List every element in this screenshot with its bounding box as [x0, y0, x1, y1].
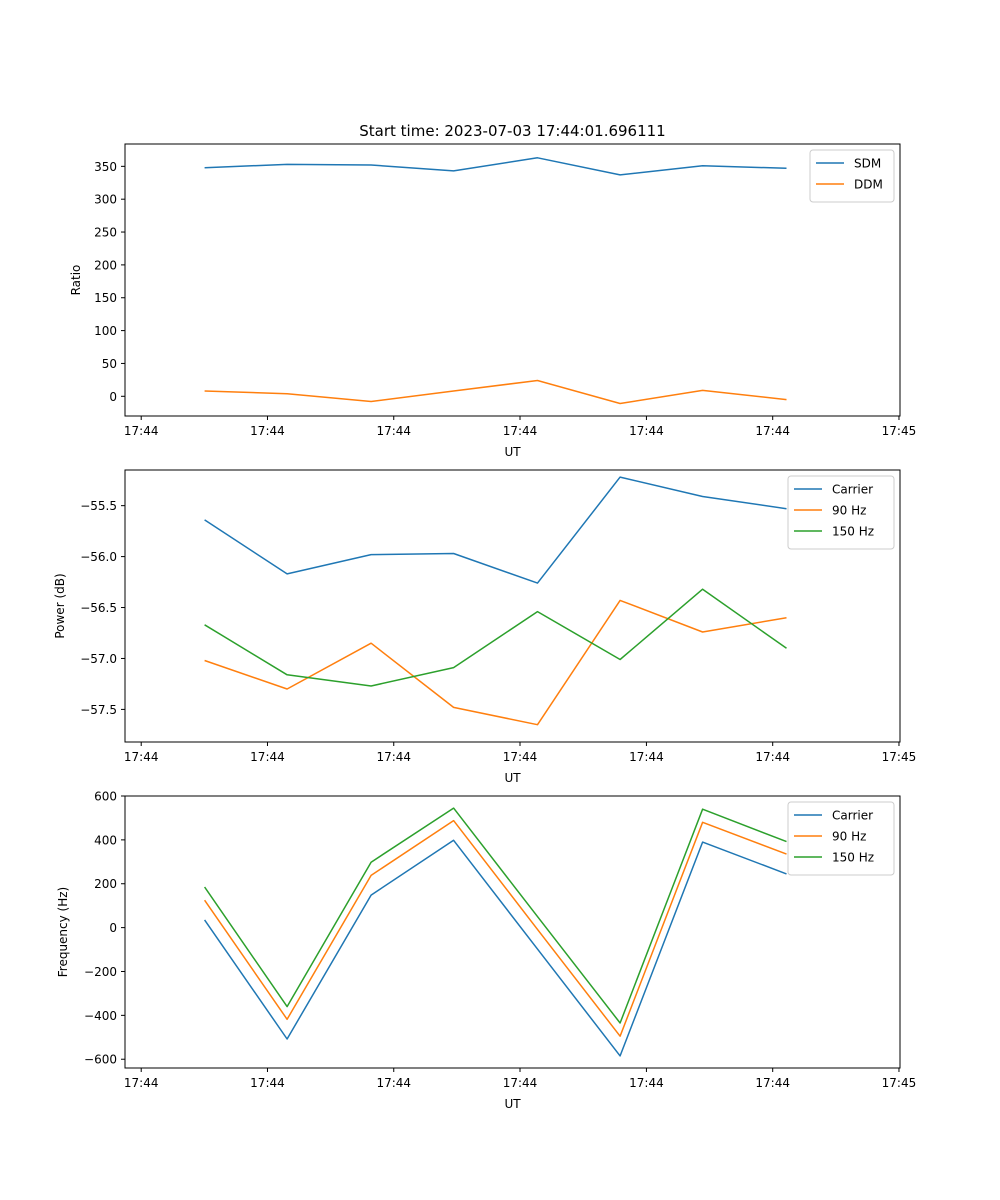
y-tick-label: −400 — [84, 1009, 117, 1023]
y-tick-label: 250 — [94, 226, 117, 240]
legend-label: Carrier — [832, 483, 873, 497]
x-axis-label: UT — [504, 771, 521, 785]
chart-title: Start time: 2023-07-03 17:44:01.696111 — [359, 122, 665, 140]
y-tick-label: 300 — [94, 193, 117, 207]
plot-area — [124, 469, 901, 743]
series-line-150-hz — [203, 807, 787, 1024]
x-tick-label: 17:44 — [124, 424, 159, 438]
x-ticks: 17:44 17:44 17:44 17:44 17:44 17:44 17:45 — [124, 416, 916, 438]
y-tick-label: 200 — [94, 877, 117, 891]
x-tick-label: 17:45 — [882, 750, 917, 764]
series-line-sdm — [204, 157, 787, 176]
y-tick-label: 150 — [94, 291, 117, 305]
y-tick-label: 50 — [102, 357, 117, 371]
x-tick-label: 17:45 — [882, 424, 917, 438]
x-tick-label: 17:44 — [755, 750, 790, 764]
y-tick-label: 200 — [94, 258, 117, 272]
legend-box — [809, 149, 895, 203]
x-axis-label: UT — [504, 445, 521, 459]
plot-area — [124, 795, 901, 1069]
legend-label: SDM — [854, 157, 881, 171]
series-lines — [204, 157, 787, 405]
y-ticks: −57.5 −57.0 −56.5 −56.0 −55.5 — [80, 499, 125, 717]
y-tick-label: 400 — [94, 833, 117, 847]
y-tick-label: −56.0 — [80, 550, 117, 564]
y-tick-label: −200 — [84, 965, 117, 979]
x-tick-label: 17:44 — [629, 1076, 664, 1090]
y-axis-label: Frequency (Hz) — [56, 887, 70, 978]
x-tick-label: 17:44 — [376, 750, 411, 764]
y-ticks: 0 50 100 150 200 250 300 350 — [94, 160, 125, 404]
legend-label: 150 Hz — [832, 851, 874, 865]
x-tick-label: 17:44 — [755, 424, 790, 438]
y-tick-label: −55.5 — [80, 499, 117, 513]
series-line-carrier — [204, 476, 787, 584]
panel-ratio: Start time: 2023-07-03 17:44:01.696111 1… — [69, 122, 916, 459]
plot-area — [124, 143, 901, 417]
y-tick-label: −600 — [84, 1053, 117, 1067]
legend-label: DDM — [854, 178, 883, 192]
legend-label: 90 Hz — [832, 504, 866, 518]
y-tick-label: −57.5 — [80, 703, 117, 717]
panel-frequency: 17:44 17:44 17:44 17:44 17:44 17:44 17:45 −600… — [56, 790, 916, 1112]
legend: Carrier 90 Hz 150 Hz — [787, 801, 895, 876]
y-axis-label: Power (dB) — [53, 573, 67, 638]
y-tick-label: 0 — [109, 921, 117, 935]
legend-label: Carrier — [832, 809, 873, 823]
x-tick-label: 17:44 — [629, 750, 664, 764]
series-lines — [203, 807, 787, 1057]
y-tick-label: 350 — [94, 160, 117, 174]
x-tick-label: 17:44 — [503, 424, 538, 438]
x-tick-label: 17:44 — [250, 424, 285, 438]
series-line-ddm — [204, 379, 787, 405]
x-tick-label: 17:44 — [124, 1076, 159, 1090]
x-ticks: 17:44 17:44 17:44 17:44 17:44 17:44 17:45 — [124, 742, 916, 764]
y-ticks: −600 −400 −200 0 200 400 600 — [84, 790, 125, 1067]
x-tick-label: 17:44 — [376, 424, 411, 438]
series-line-90-hz — [204, 599, 787, 726]
y-tick-label: 600 — [94, 790, 117, 804]
legend-label: 150 Hz — [832, 525, 874, 539]
y-tick-label: 0 — [109, 390, 117, 404]
x-ticks: 17:44 17:44 17:44 17:44 17:44 17:44 17:45 — [124, 1068, 916, 1090]
y-axis-label: Ratio — [69, 265, 83, 296]
y-tick-label: −57.0 — [80, 652, 117, 666]
x-tick-label: 17:44 — [755, 1076, 790, 1090]
series-line-carrier — [203, 839, 787, 1057]
series-line-150-hz — [204, 588, 787, 687]
x-tick-label: 17:44 — [503, 750, 538, 764]
panel-power: 17:44 17:44 17:44 17:44 17:44 17:44 17:45 −57.… — [53, 469, 916, 785]
series-line-90-hz — [203, 819, 787, 1037]
x-tick-label: 17:44 — [250, 1076, 285, 1090]
series-lines — [204, 476, 787, 726]
x-tick-label: 17:44 — [376, 1076, 411, 1090]
x-tick-label: 17:44 — [503, 1076, 538, 1090]
x-tick-label: 17:45 — [882, 1076, 917, 1090]
x-tick-label: 17:44 — [629, 424, 664, 438]
x-tick-label: 17:44 — [250, 750, 285, 764]
x-axis-label: UT — [504, 1097, 521, 1111]
legend-label: 90 Hz — [832, 830, 866, 844]
y-tick-label: 100 — [94, 324, 117, 338]
legend: Carrier 90 Hz 150 Hz — [787, 475, 895, 550]
y-tick-label: −56.5 — [80, 601, 117, 615]
legend: SDM DDM — [809, 149, 895, 203]
x-tick-label: 17:44 — [124, 750, 159, 764]
